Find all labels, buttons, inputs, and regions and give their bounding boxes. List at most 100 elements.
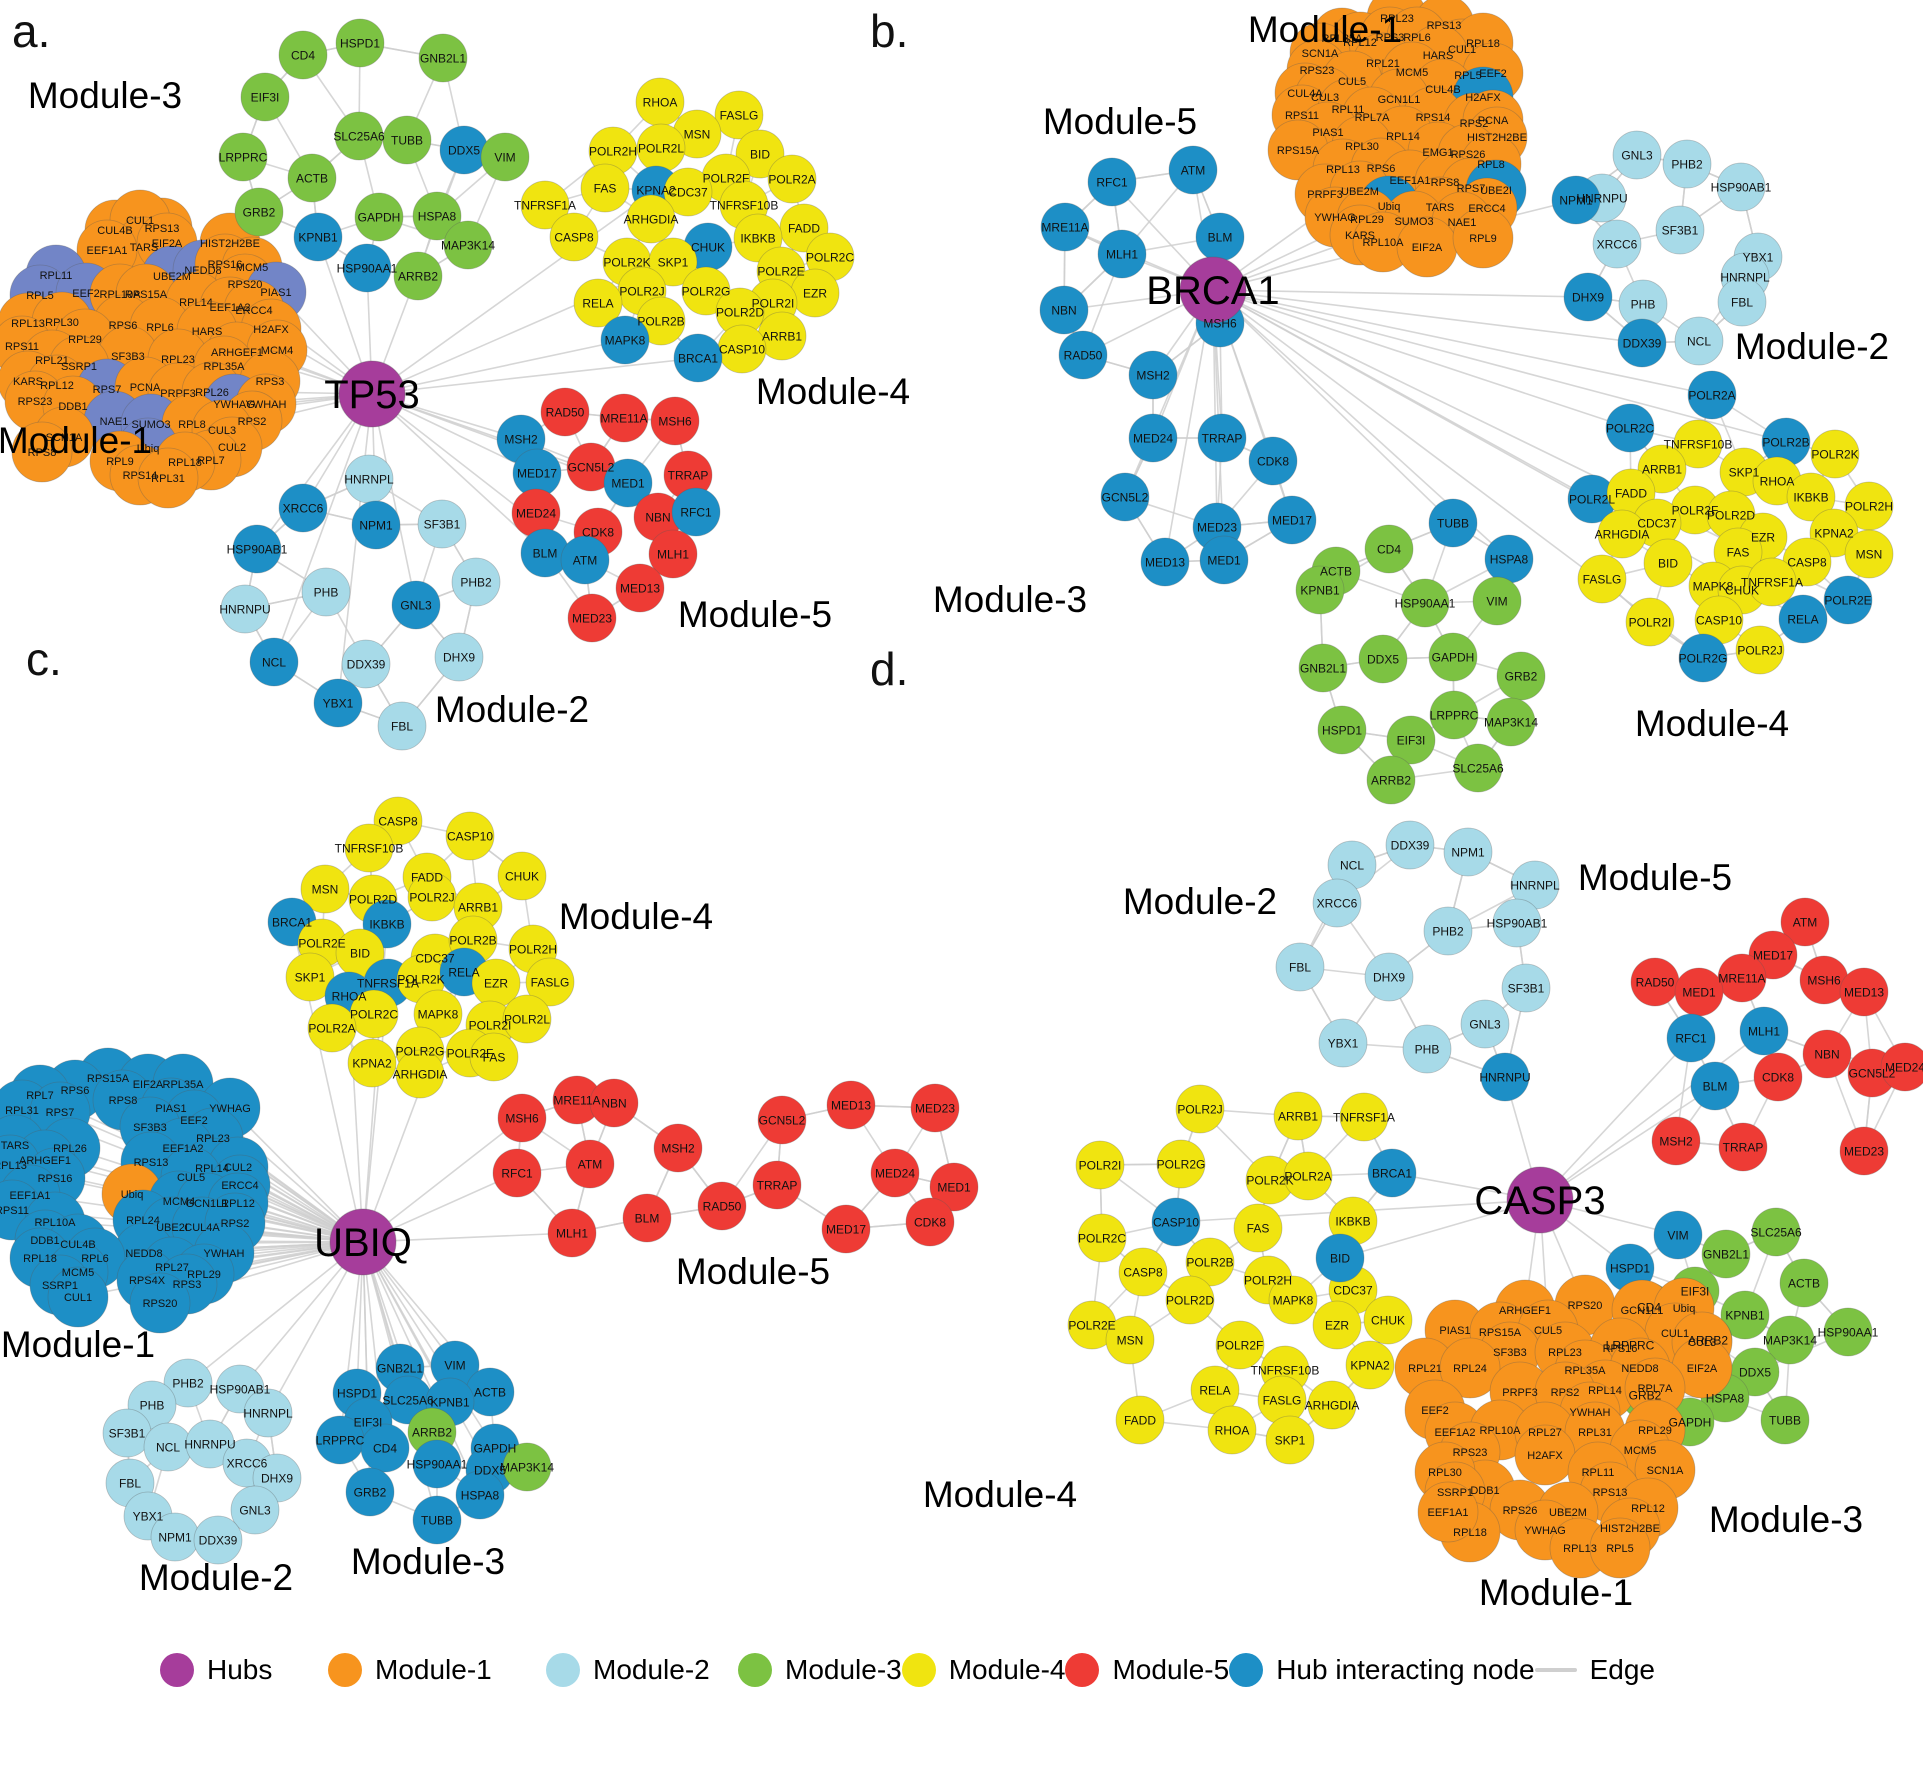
node-TRRAP[interactable] xyxy=(1197,413,1247,463)
node-RPL9[interactable] xyxy=(1452,207,1514,269)
node-MSH2[interactable] xyxy=(1651,1116,1701,1166)
node-XRCC6[interactable] xyxy=(1312,878,1362,928)
node-POLR2L[interactable] xyxy=(636,123,686,173)
node-EZR[interactable] xyxy=(790,268,840,318)
node-RHOA[interactable] xyxy=(1207,1405,1257,1455)
node-FASLG[interactable] xyxy=(1257,1375,1307,1425)
node-ATM[interactable] xyxy=(560,535,610,585)
node-NCL[interactable] xyxy=(143,1422,193,1472)
node-H2AFX[interactable] xyxy=(1514,1424,1576,1486)
node-TRRAP[interactable] xyxy=(1718,1122,1768,1172)
node-ATM[interactable] xyxy=(1168,145,1218,195)
hub-node-CASP3[interactable] xyxy=(1506,1166,1574,1234)
node-RAD50[interactable] xyxy=(1630,957,1680,1007)
node-VIM[interactable] xyxy=(1472,576,1522,626)
node-POLR2A[interactable] xyxy=(767,154,817,204)
node-HSP90AA1[interactable] xyxy=(1400,578,1450,628)
node-NBN[interactable] xyxy=(589,1078,639,1128)
node-GAPDH[interactable] xyxy=(1428,632,1478,682)
node-CASP10[interactable] xyxy=(1151,1197,1201,1247)
node-IKBKB[interactable] xyxy=(1786,472,1836,522)
node-KPNA2[interactable] xyxy=(347,1038,397,1088)
node-DHX9[interactable] xyxy=(1364,952,1414,1002)
node-MRE11A[interactable] xyxy=(1717,953,1767,1003)
node-GNB2L1[interactable] xyxy=(1701,1229,1751,1279)
node-HSP90AB1[interactable] xyxy=(1492,898,1542,948)
node-CHUK[interactable] xyxy=(1363,1295,1413,1345)
node-TRRAP[interactable] xyxy=(752,1160,802,1210)
node-HSPA8[interactable] xyxy=(1484,534,1534,584)
node-POLR2E[interactable] xyxy=(1823,575,1873,625)
node-DHX9[interactable] xyxy=(434,632,484,682)
node-NCL[interactable] xyxy=(1674,316,1724,366)
node-TUBB[interactable] xyxy=(412,1495,462,1545)
node-HSPA8[interactable] xyxy=(412,191,462,241)
node-RAD50[interactable] xyxy=(1058,330,1108,380)
node-POLR2A[interactable] xyxy=(1687,370,1737,420)
node-EIF3I[interactable] xyxy=(1386,715,1436,765)
node-MED1[interactable] xyxy=(1674,967,1724,1017)
node-MSH2[interactable] xyxy=(653,1123,703,1173)
node-FADD[interactable] xyxy=(1115,1395,1165,1445)
node-CD4[interactable] xyxy=(1364,524,1414,574)
node-HSP90AA1[interactable] xyxy=(342,243,392,293)
node-KPNB1[interactable] xyxy=(1295,565,1345,615)
node-MSN[interactable] xyxy=(300,864,350,914)
node-FASLG[interactable] xyxy=(1577,554,1627,604)
node-PHB[interactable] xyxy=(1402,1024,1452,1074)
node-MED24[interactable] xyxy=(1128,413,1178,463)
node-POLR2J[interactable] xyxy=(407,872,457,922)
node-HSPD1[interactable] xyxy=(335,18,385,68)
node-MLH1[interactable] xyxy=(547,1208,597,1258)
node-MED1[interactable] xyxy=(603,458,653,508)
node-MED13[interactable] xyxy=(826,1080,876,1130)
node-GCN5L2[interactable] xyxy=(1100,472,1150,522)
node-MRE11A[interactable] xyxy=(599,393,649,443)
node-MAPK8[interactable] xyxy=(1268,1275,1318,1325)
node-CASP8[interactable] xyxy=(1118,1247,1168,1297)
node-YBX1[interactable] xyxy=(313,678,363,728)
node-RPL31[interactable] xyxy=(137,447,199,509)
node-HSPD1[interactable] xyxy=(1317,705,1367,755)
node-RFC1[interactable] xyxy=(492,1148,542,1198)
node-CDK8[interactable] xyxy=(1248,436,1298,486)
node-SF3B1[interactable] xyxy=(417,499,467,549)
node-DDX5[interactable] xyxy=(1358,634,1408,684)
node-TUBB[interactable] xyxy=(1428,498,1478,548)
node-ACTB[interactable] xyxy=(287,153,337,203)
node-POLR2I[interactable] xyxy=(1075,1140,1125,1190)
node-NPM1[interactable] xyxy=(1551,175,1601,225)
node-DDX5[interactable] xyxy=(439,125,489,175)
node-SLC25A6[interactable] xyxy=(1751,1207,1801,1257)
node-DDX39[interactable] xyxy=(1385,820,1435,870)
node-CASP10[interactable] xyxy=(717,324,767,374)
node-MED17[interactable] xyxy=(1267,495,1317,545)
node-FASLG[interactable] xyxy=(714,90,764,140)
node-GRB2[interactable] xyxy=(234,187,284,237)
node-DDX39[interactable] xyxy=(193,1515,243,1565)
node-ATM[interactable] xyxy=(1780,897,1830,947)
node-HNRNPU[interactable] xyxy=(220,584,270,634)
node-ARHGDIA[interactable] xyxy=(1597,509,1647,559)
node-MED1[interactable] xyxy=(929,1162,979,1212)
node-RAD50[interactable] xyxy=(697,1181,747,1231)
node-GRB2[interactable] xyxy=(1496,651,1546,701)
node-MSN[interactable] xyxy=(1105,1315,1155,1365)
node-MLH1[interactable] xyxy=(1739,1006,1789,1056)
node-NBN[interactable] xyxy=(1039,285,1089,335)
node-TUBB[interactable] xyxy=(382,115,432,165)
node-CD4[interactable] xyxy=(360,1423,410,1473)
node-XRCC6[interactable] xyxy=(278,483,328,533)
node-ARHGDIA[interactable] xyxy=(395,1049,445,1099)
node-NBN[interactable] xyxy=(1802,1029,1852,1079)
node-NPM1[interactable] xyxy=(150,1512,200,1562)
node-FAS[interactable] xyxy=(580,163,630,213)
node-MAPK8[interactable] xyxy=(600,315,650,365)
node-VIM[interactable] xyxy=(1653,1210,1703,1260)
node-MED23[interactable] xyxy=(1839,1126,1889,1176)
node-BID[interactable] xyxy=(1315,1233,1365,1283)
node-ARHGDIA[interactable] xyxy=(626,194,676,244)
node-EEF1A1[interactable] xyxy=(1417,1481,1479,1543)
node-CDK8[interactable] xyxy=(905,1197,955,1247)
node-HSPA8[interactable] xyxy=(455,1470,505,1520)
